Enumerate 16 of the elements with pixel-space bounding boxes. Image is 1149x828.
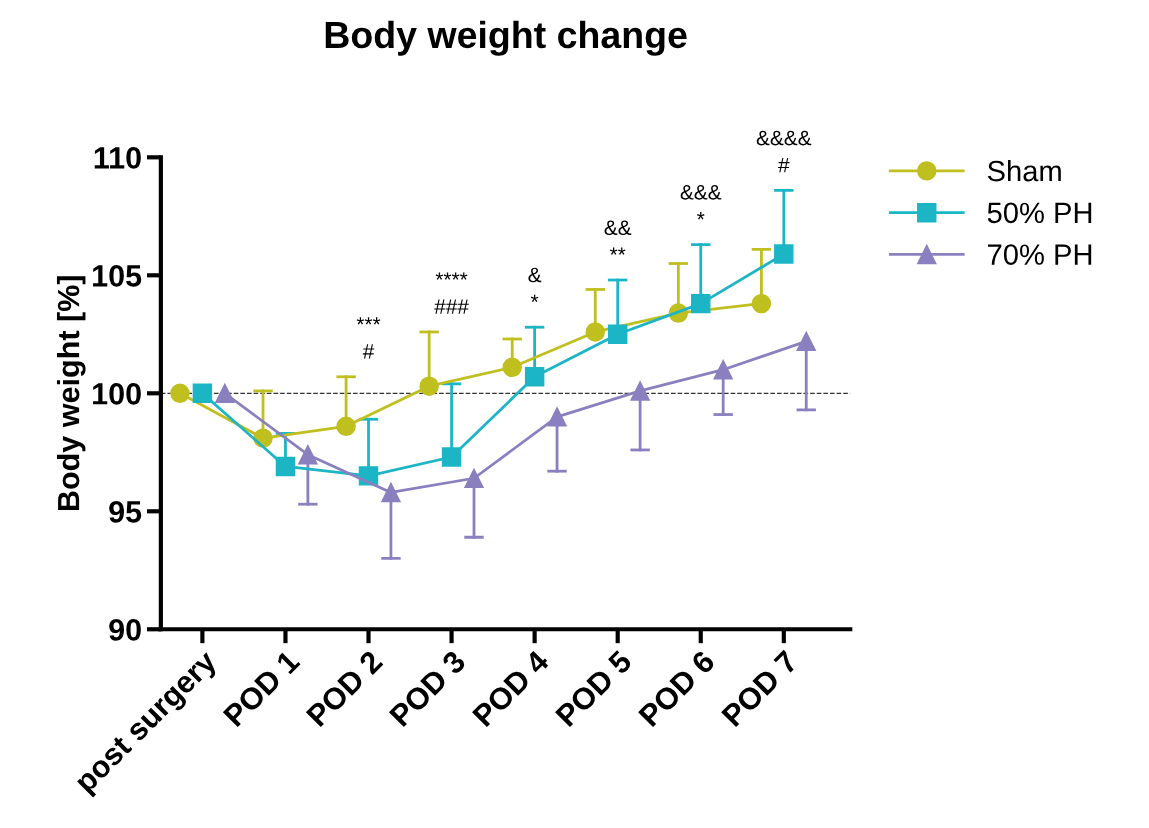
annotation: &&& * [680,185,722,220]
y-tick-label: 110 [94,147,141,169]
y-tick-label: 105 [93,265,142,287]
legend-label: 70% PH [988,244,1092,265]
legend-label: Sham [987,159,1061,182]
y-tick-label: 95 [109,501,142,523]
y-tick-label: 100 [93,383,141,405]
annotation: & * [528,267,542,302]
annotation: **** ### [434,272,469,314]
y-tick-label: 90 [109,619,141,641]
annotation: *** # [356,317,381,359]
chart-title: Body weight change [325,20,687,56]
y-axis-title: Body weight [%] [56,276,86,511]
legend-label: 50% PH [987,202,1092,224]
annotation: &&&& # [756,130,812,173]
annotation: && ** [604,220,632,255]
